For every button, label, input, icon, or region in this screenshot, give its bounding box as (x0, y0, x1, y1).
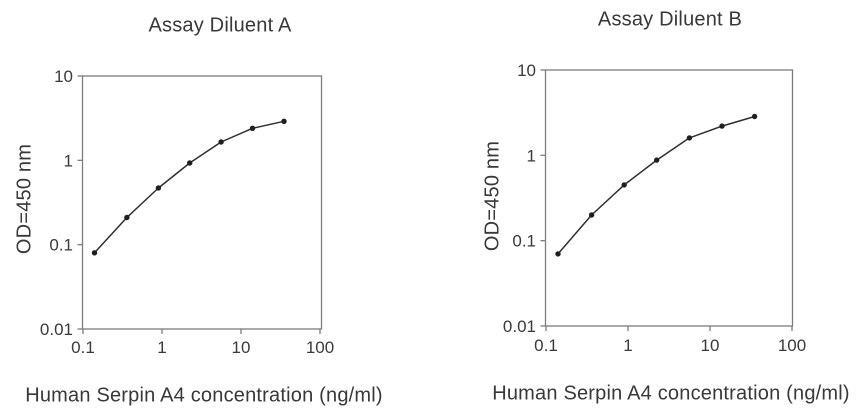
plot-frame-a (81, 75, 323, 330)
data-point-a (249, 125, 256, 131)
data-point-a (187, 160, 193, 166)
y-tick-label-b: 10 (517, 61, 536, 80)
x-tick-label-b: 10 (701, 336, 720, 355)
x-tick-label-a: 100 (306, 338, 334, 357)
data-point-b (588, 212, 595, 218)
y-tick-label-a: 10 (54, 67, 73, 86)
y-tick-label-b: 1 (527, 146, 536, 165)
y-tick-label-a: 1 (64, 151, 73, 170)
series-line-b (557, 115, 756, 255)
chart-a-y-axis-label: OD=450 nm (13, 143, 36, 255)
y-tick-label-a: 0.01 (40, 320, 73, 339)
x-tick-label-a: 1 (157, 338, 166, 357)
data-point-a (124, 214, 130, 221)
chart-b-y-axis-label: OD=450 nm (481, 140, 504, 252)
series-line-a (93, 120, 285, 254)
data-point-b (686, 135, 693, 141)
x-tick-label-b: 1 (623, 336, 632, 355)
data-point-b (654, 157, 660, 163)
x-tick-label-b: 100 (778, 336, 806, 355)
y-tick-label-a: 0.1 (49, 236, 73, 255)
x-tick-label-a: 0.1 (71, 338, 95, 357)
chart-a-title: Assay Diluent A (148, 14, 292, 37)
y-tick-label-b: 0.01 (503, 317, 536, 336)
data-point-a (281, 118, 287, 125)
data-point-a (218, 139, 224, 145)
chart-b-x-axis-label: Human Serpin A4 concentration (ng/ml) (492, 382, 850, 405)
chart-b-title: Assay Diluent B (597, 8, 743, 31)
x-tick-label-a: 10 (232, 338, 251, 357)
data-point-a (155, 185, 162, 191)
data-point-a (91, 250, 98, 256)
y-tick-label-b: 0.1 (512, 232, 536, 251)
data-point-b (719, 123, 725, 129)
data-point-b (621, 182, 627, 188)
x-tick-label-b: 0.1 (534, 336, 558, 355)
data-point-b (555, 251, 561, 257)
plot-frame-b (544, 69, 794, 327)
data-point-b (751, 113, 758, 120)
chart-a-x-axis-label: Human Serpin A4 concentration (ng/ml) (25, 384, 383, 407)
